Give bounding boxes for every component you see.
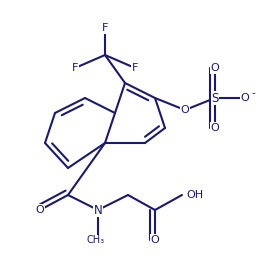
Text: F: F [102,23,108,33]
Text: O: O [181,105,189,115]
Text: N: N [94,204,102,217]
Text: -: - [251,88,255,98]
Text: F: F [132,63,138,73]
Text: O: O [151,235,159,245]
Text: S: S [211,91,219,104]
Text: O: O [36,205,44,215]
Text: O: O [211,123,219,133]
Text: F: F [72,63,78,73]
Text: O: O [241,93,249,103]
Text: OH: OH [186,190,203,200]
Text: CH₃: CH₃ [87,235,105,245]
Text: O: O [211,63,219,73]
